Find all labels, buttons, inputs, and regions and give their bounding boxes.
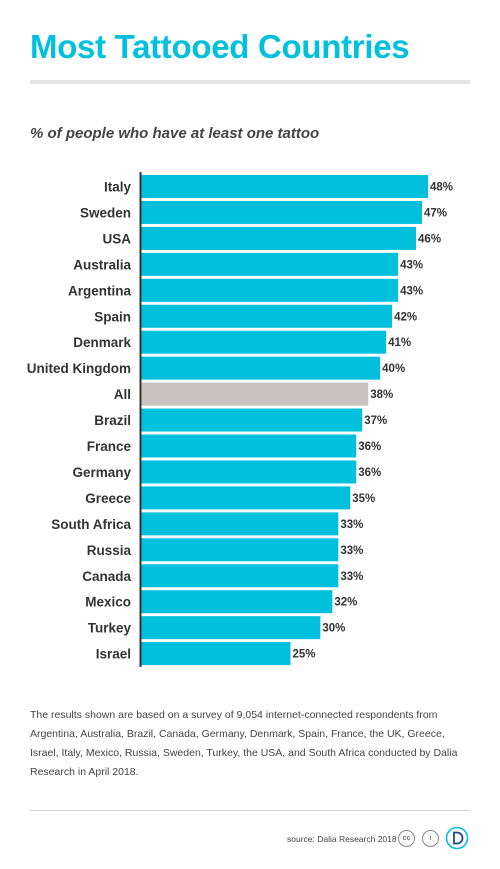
creative-commons-icon: cc [398, 830, 415, 847]
value-label-brazil: 37% [364, 415, 387, 427]
value-label-all: 38% [370, 389, 393, 401]
category-label-usa: USA [102, 231, 131, 246]
value-label-denmark: 41% [388, 337, 411, 349]
bar-germany [141, 460, 357, 484]
value-label-israel: 25% [292, 649, 315, 661]
bar-all [141, 382, 369, 406]
bar-argentina [141, 278, 399, 302]
value-label-argentina: 43% [400, 285, 423, 297]
bar-greece [141, 486, 351, 510]
value-label-usa: 46% [418, 233, 441, 245]
value-label-turkey: 30% [322, 623, 345, 635]
category-label-united-kingdom: United Kingdom [27, 361, 131, 376]
category-label-sweden: Sweden [80, 205, 131, 220]
bar-united-kingdom [141, 356, 381, 380]
category-label-italy: Italy [104, 180, 132, 195]
category-label-all: All [114, 387, 131, 402]
dalia-logo-icon [445, 826, 469, 850]
bar-russia [141, 538, 339, 562]
category-label-canada: Canada [82, 569, 131, 584]
bar-chart: Italy 48% Sweden 47% USA 46% Australia 43% Argen… [27, 172, 453, 668]
value-label-italy: 48% [430, 182, 453, 194]
value-label-sweden: 47% [424, 207, 447, 219]
bar-israel [141, 642, 291, 666]
bar-australia [141, 252, 399, 276]
category-label-russia: Russia [87, 543, 132, 558]
category-label-turkey: Turkey [88, 621, 132, 636]
attribution-icon: i [422, 830, 439, 847]
category-label-mexico: Mexico [85, 595, 131, 610]
bar-italy [141, 175, 428, 198]
value-label-south-africa: 33% [340, 519, 363, 531]
bar-sweden [141, 200, 423, 224]
value-label-greece: 35% [352, 493, 375, 505]
chart-subtitle: % of people who have at least one tattoo [30, 125, 320, 142]
category-label-france: France [87, 439, 132, 454]
footer-divider [30, 810, 470, 811]
category-label-brazil: Brazil [94, 413, 131, 428]
category-label-australia: Australia [73, 257, 131, 272]
value-label-united-kingdom: 40% [382, 363, 405, 375]
category-label-denmark: Denmark [73, 335, 131, 350]
bar-canada [141, 564, 339, 588]
bar-turkey [141, 616, 321, 640]
bar-denmark [141, 330, 387, 354]
category-label-germany: Germany [72, 465, 131, 480]
value-label-russia: 33% [340, 545, 363, 557]
value-label-australia: 43% [400, 259, 423, 271]
bar-france [141, 434, 357, 458]
category-label-israel: Israel [96, 647, 131, 662]
category-label-argentina: Argentina [68, 283, 131, 298]
value-label-mexico: 32% [334, 597, 357, 609]
value-label-france: 36% [358, 441, 381, 453]
value-label-canada: 33% [340, 571, 363, 583]
bar-usa [141, 226, 417, 250]
bar-brazil [141, 408, 363, 432]
title-divider [30, 80, 470, 84]
category-label-greece: Greece [85, 491, 131, 506]
footnote: The results shown are based on a survey … [30, 709, 458, 778]
category-label-south-africa: South Africa [51, 517, 131, 532]
value-label-spain: 42% [394, 311, 417, 323]
source-text: source: Dalia Research 2018 [287, 834, 397, 844]
bar-mexico [141, 590, 333, 614]
value-label-germany: 36% [358, 467, 381, 479]
bar-south-africa [141, 512, 339, 536]
bar-spain [141, 304, 393, 328]
category-label-spain: Spain [94, 309, 131, 324]
page-title: Most Tattooed Countries [30, 28, 410, 65]
